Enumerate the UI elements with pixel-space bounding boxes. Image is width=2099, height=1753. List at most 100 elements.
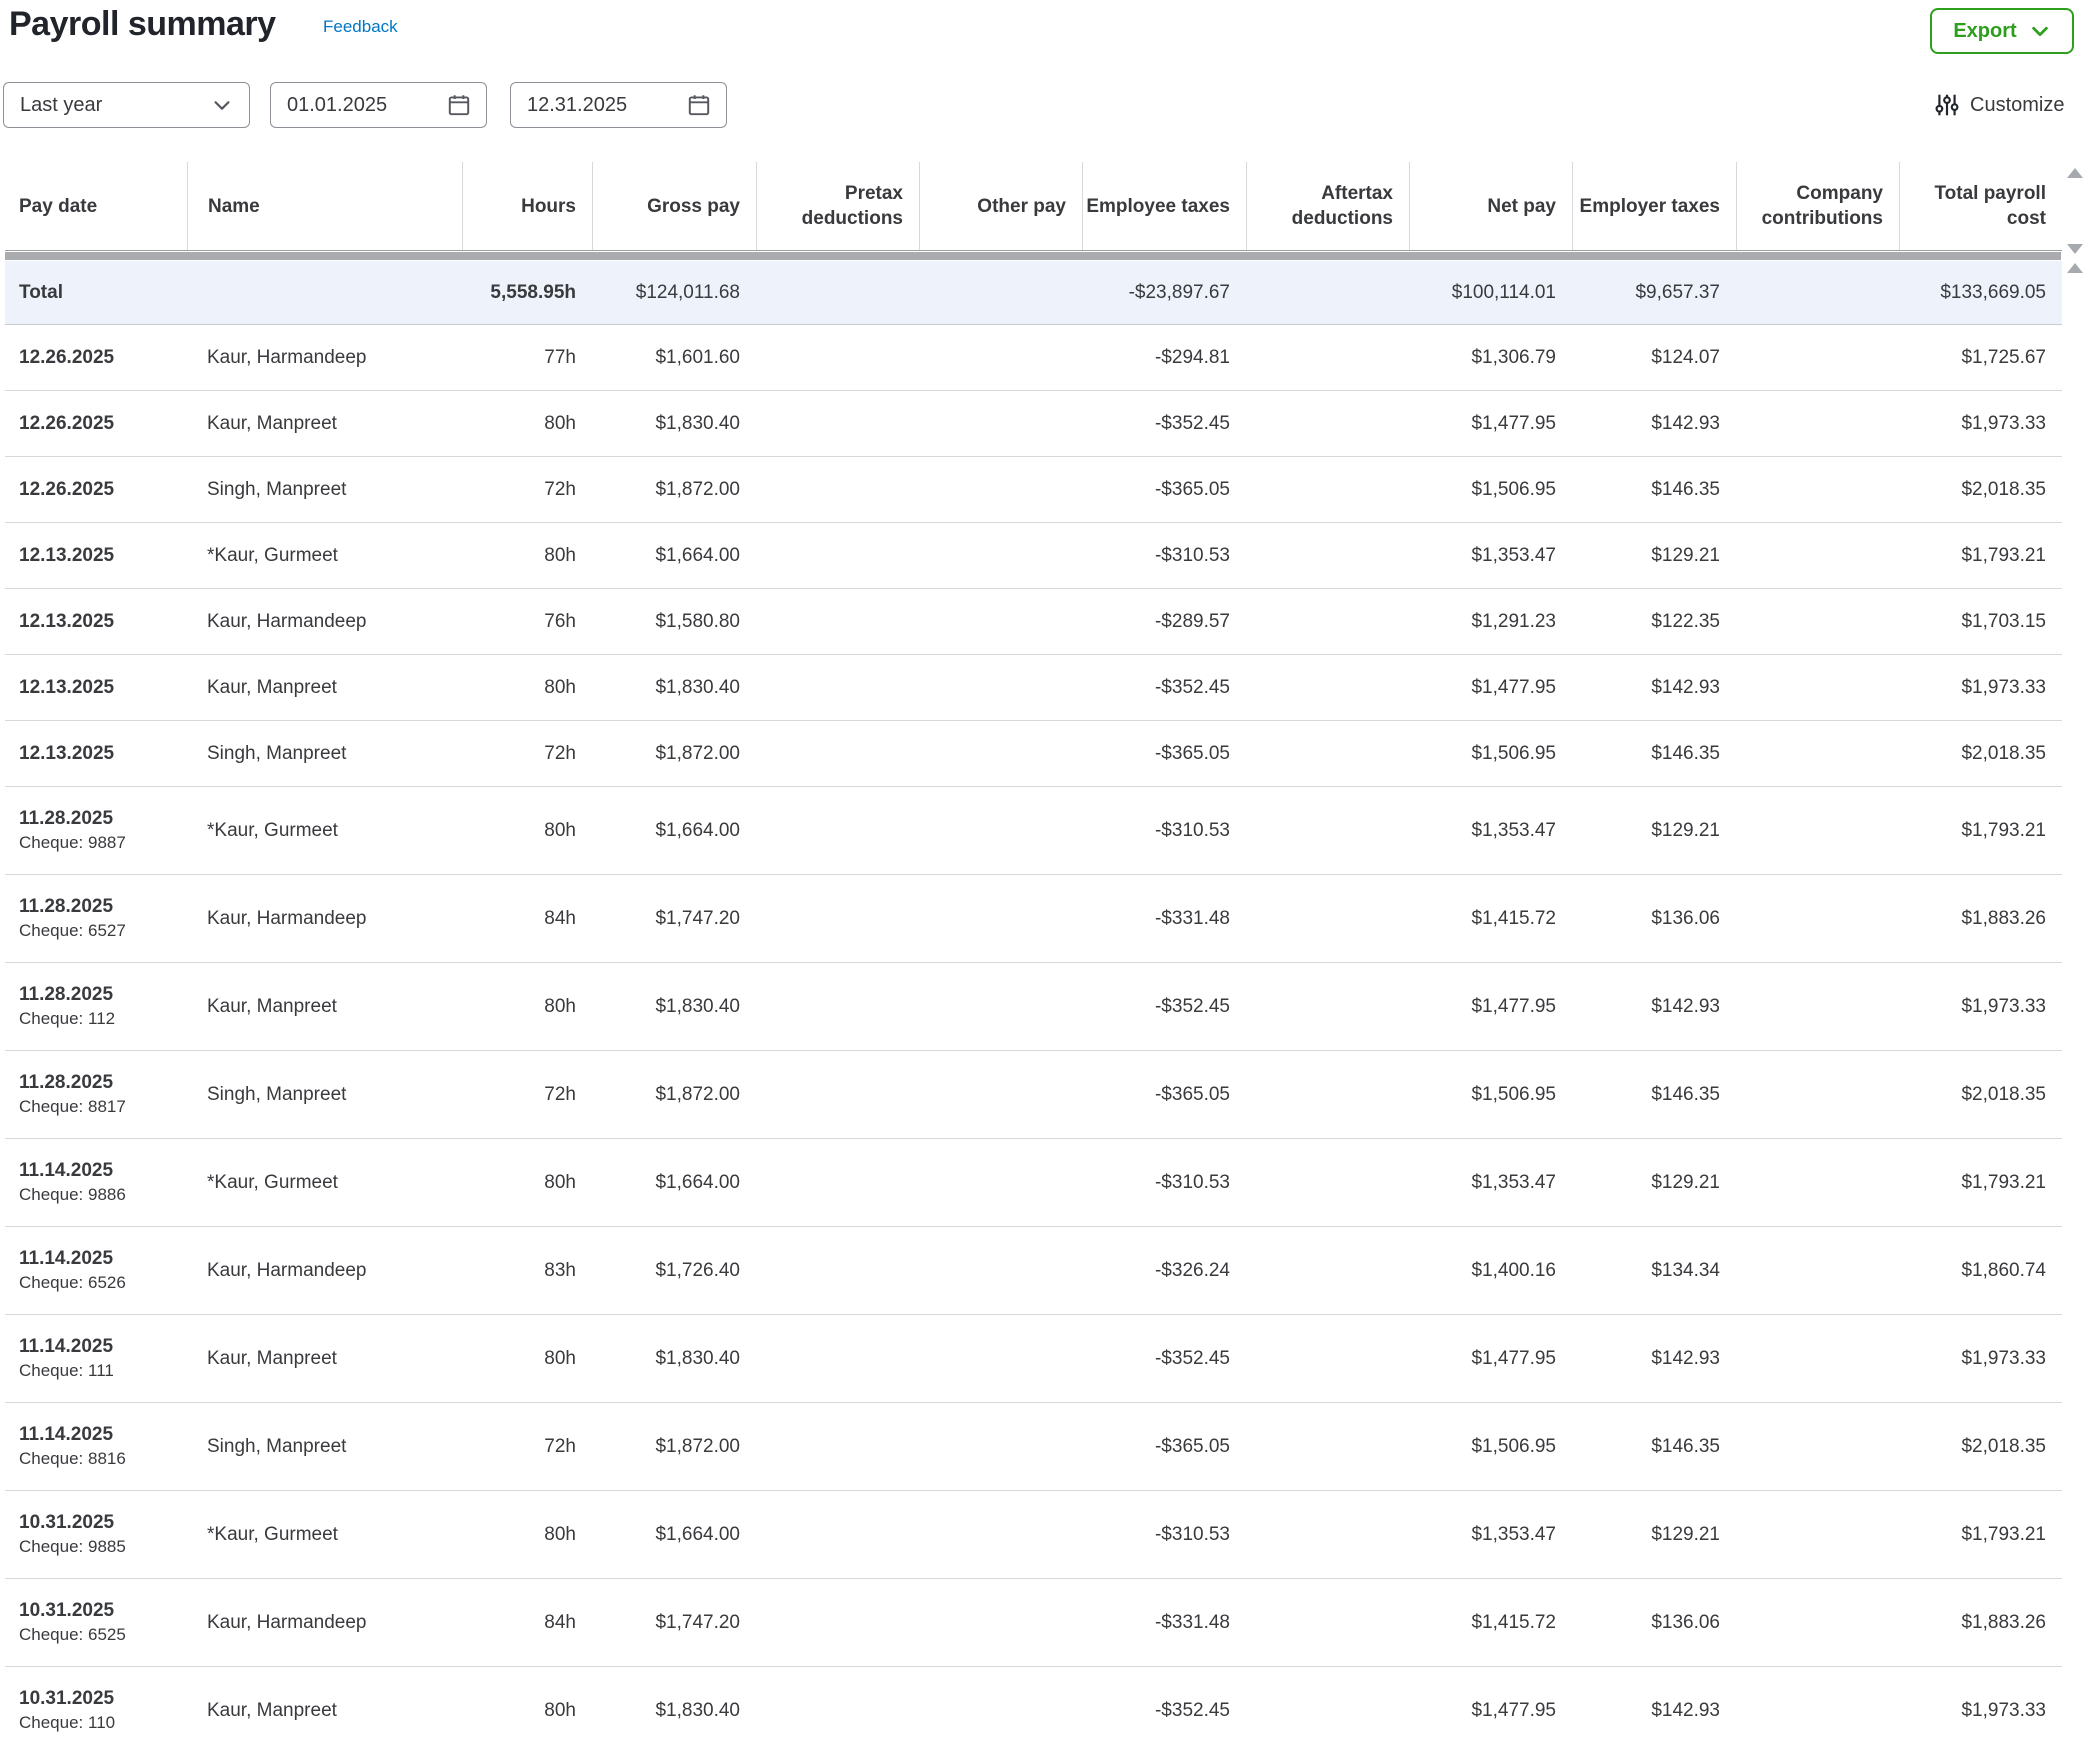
cell-pay-date: 10.31.2025 Cheque: 6525 bbox=[5, 1579, 187, 1666]
employee-name: Singh, Manpreet bbox=[207, 1083, 347, 1105]
cell-name: Kaur, Manpreet bbox=[187, 655, 462, 720]
scroll-down-arrow-header[interactable] bbox=[2067, 244, 2083, 254]
table-row: 10.31.2025 Cheque: 6525 Kaur, Harmandeep… bbox=[5, 1579, 2062, 1667]
cell-employer-taxes: $124.07 bbox=[1651, 346, 1720, 368]
employee-name: Kaur, Manpreet bbox=[207, 1699, 337, 1721]
cell-aftertax-deductions bbox=[1246, 1227, 1409, 1314]
employee-name: Singh, Manpreet bbox=[207, 478, 347, 500]
cheque-number: Cheque: 6525 bbox=[19, 1625, 126, 1644]
date-range-select[interactable]: Last year bbox=[3, 82, 250, 128]
customize-button[interactable]: Customize bbox=[1934, 82, 2064, 128]
pay-date-value: 12.13.2025 bbox=[19, 610, 115, 632]
date-range-value: Last year bbox=[20, 93, 103, 116]
cell-aftertax-deductions bbox=[1246, 1139, 1409, 1226]
cell-net-pay: $1,506.95 bbox=[1471, 1435, 1556, 1457]
cell-other-pay bbox=[919, 325, 1082, 390]
cell-employee-taxes: -$310.53 bbox=[1154, 1523, 1230, 1545]
employee-name: *Kaur, Gurmeet bbox=[207, 819, 338, 841]
cell-pretax-deductions bbox=[756, 787, 919, 874]
cell-pay-date: 10.31.2025 Cheque: 110 bbox=[5, 1667, 187, 1753]
cell-employee-taxes: -$289.57 bbox=[1154, 610, 1230, 632]
cell-hours: 80h bbox=[544, 1347, 576, 1369]
export-button[interactable]: Export bbox=[1930, 8, 2074, 54]
cell-employer-taxes: $9,657.37 bbox=[1635, 281, 1720, 303]
cell-pay-date: 12.13.2025 bbox=[5, 655, 187, 720]
table-header-row: Pay date Name Hours Gross pay Pretax ded… bbox=[5, 162, 2062, 251]
pay-date-value: 10.31.2025 bbox=[19, 1688, 115, 1709]
table-row: 11.14.2025 Cheque: 9886 *Kaur, Gurmeet 8… bbox=[5, 1139, 2062, 1227]
cell-pay-date: 11.28.2025 Cheque: 9887 bbox=[5, 787, 187, 874]
cell-net-pay: $1,506.95 bbox=[1471, 478, 1556, 500]
cell-pretax-deductions bbox=[756, 457, 919, 522]
table-row: 11.28.2025 Cheque: 6527 Kaur, Harmandeep… bbox=[5, 875, 2062, 963]
cell-aftertax-deductions bbox=[1246, 1667, 1409, 1753]
cell-pretax-deductions bbox=[756, 1491, 919, 1578]
cell-pretax-deductions bbox=[756, 589, 919, 654]
cell-aftertax-deductions bbox=[1246, 1051, 1409, 1138]
employee-name: Kaur, Harmandeep bbox=[207, 907, 367, 929]
pay-date-value: 11.28.2025 bbox=[19, 896, 114, 917]
cell-company-contributions bbox=[1736, 1315, 1899, 1402]
calendar-icon[interactable] bbox=[686, 92, 712, 118]
cell-name: Singh, Manpreet bbox=[187, 721, 462, 786]
cell-total-payroll-cost: $1,973.33 bbox=[1961, 676, 2046, 698]
horizontal-scrollbar[interactable] bbox=[5, 252, 2061, 260]
employee-name: Kaur, Harmandeep bbox=[207, 610, 367, 632]
column-header-company-contributions: Company contributions bbox=[1736, 162, 1899, 250]
cell-pretax-deductions bbox=[756, 391, 919, 456]
cell-employer-taxes: $134.34 bbox=[1651, 1259, 1720, 1281]
scroll-up-arrow-body[interactable] bbox=[2067, 263, 2083, 273]
cheque-number: Cheque: 110 bbox=[19, 1713, 116, 1732]
scroll-up-arrow-header[interactable] bbox=[2067, 168, 2083, 178]
pay-date-value: 10.31.2025 bbox=[19, 1512, 115, 1533]
cell-employer-taxes: $146.35 bbox=[1651, 742, 1720, 764]
cell-employer-taxes: $142.93 bbox=[1651, 1347, 1720, 1369]
start-date-input[interactable] bbox=[287, 93, 417, 117]
cell-gross-pay: $1,830.40 bbox=[655, 995, 740, 1017]
cell-company-contributions bbox=[1736, 391, 1899, 456]
cell-employer-taxes: $142.93 bbox=[1651, 1699, 1720, 1721]
cell-other-pay bbox=[919, 963, 1082, 1050]
cell-name: Kaur, Manpreet bbox=[187, 1667, 462, 1753]
cell-gross-pay: $124,011.68 bbox=[635, 281, 740, 303]
cell-aftertax-deductions bbox=[1246, 655, 1409, 720]
table-row: 12.13.2025 *Kaur, Gurmeet 80h $1,664.00 … bbox=[5, 523, 2062, 589]
cell-pretax-deductions bbox=[756, 1227, 919, 1314]
cell-pay-date: 11.14.2025 Cheque: 6526 bbox=[5, 1227, 187, 1314]
cell-name: Kaur, Manpreet bbox=[187, 391, 462, 456]
cell-employer-taxes: $129.21 bbox=[1651, 819, 1720, 841]
cell-pay-date: 12.26.2025 bbox=[5, 325, 187, 390]
cell-total-payroll-cost: $1,973.33 bbox=[1961, 412, 2046, 434]
table-row: 10.31.2025 Cheque: 9885 *Kaur, Gurmeet 8… bbox=[5, 1491, 2062, 1579]
column-header-hours: Hours bbox=[462, 162, 592, 250]
cell-gross-pay: $1,747.20 bbox=[655, 907, 740, 929]
cell-name: *Kaur, Gurmeet bbox=[187, 1139, 462, 1226]
table-row: 12.26.2025 Singh, Manpreet 72h $1,872.00… bbox=[5, 457, 2062, 523]
feedback-link[interactable]: Feedback bbox=[323, 17, 398, 36]
cell-company-contributions bbox=[1736, 1403, 1899, 1490]
cell-aftertax-deductions bbox=[1246, 1403, 1409, 1490]
cell-net-pay: $1,353.47 bbox=[1471, 1523, 1556, 1545]
cell-gross-pay: $1,830.40 bbox=[655, 1347, 740, 1369]
calendar-icon[interactable] bbox=[446, 92, 472, 118]
cell-pay-date: 12.13.2025 bbox=[5, 721, 187, 786]
cell-aftertax-deductions bbox=[1246, 1491, 1409, 1578]
employee-name: *Kaur, Gurmeet bbox=[207, 1523, 338, 1545]
cell-gross-pay: $1,830.40 bbox=[655, 676, 740, 698]
cell-other-pay bbox=[919, 1139, 1082, 1226]
table-row: 12.13.2025 Singh, Manpreet 72h $1,872.00… bbox=[5, 721, 2062, 787]
cell-total-payroll-cost: $2,018.35 bbox=[1961, 1083, 2046, 1105]
cell-net-pay: $1,353.47 bbox=[1471, 544, 1556, 566]
column-header-pretax-deductions: Pretax deductions bbox=[756, 162, 919, 250]
cell-name: Kaur, Manpreet bbox=[187, 1315, 462, 1402]
table-row: 11.14.2025 Cheque: 6526 Kaur, Harmandeep… bbox=[5, 1227, 2062, 1315]
cell-gross-pay: $1,872.00 bbox=[655, 1083, 740, 1105]
cell-pretax-deductions bbox=[756, 1667, 919, 1753]
cell-hours: 72h bbox=[544, 1083, 576, 1105]
cell-net-pay: $1,400.16 bbox=[1471, 1259, 1556, 1281]
cell-employer-taxes: $129.21 bbox=[1651, 544, 1720, 566]
cell-hours: 80h bbox=[544, 819, 576, 841]
end-date-input[interactable] bbox=[527, 93, 657, 117]
cell-other-pay bbox=[919, 875, 1082, 962]
pay-date-value: 11.28.2025 bbox=[19, 808, 114, 829]
